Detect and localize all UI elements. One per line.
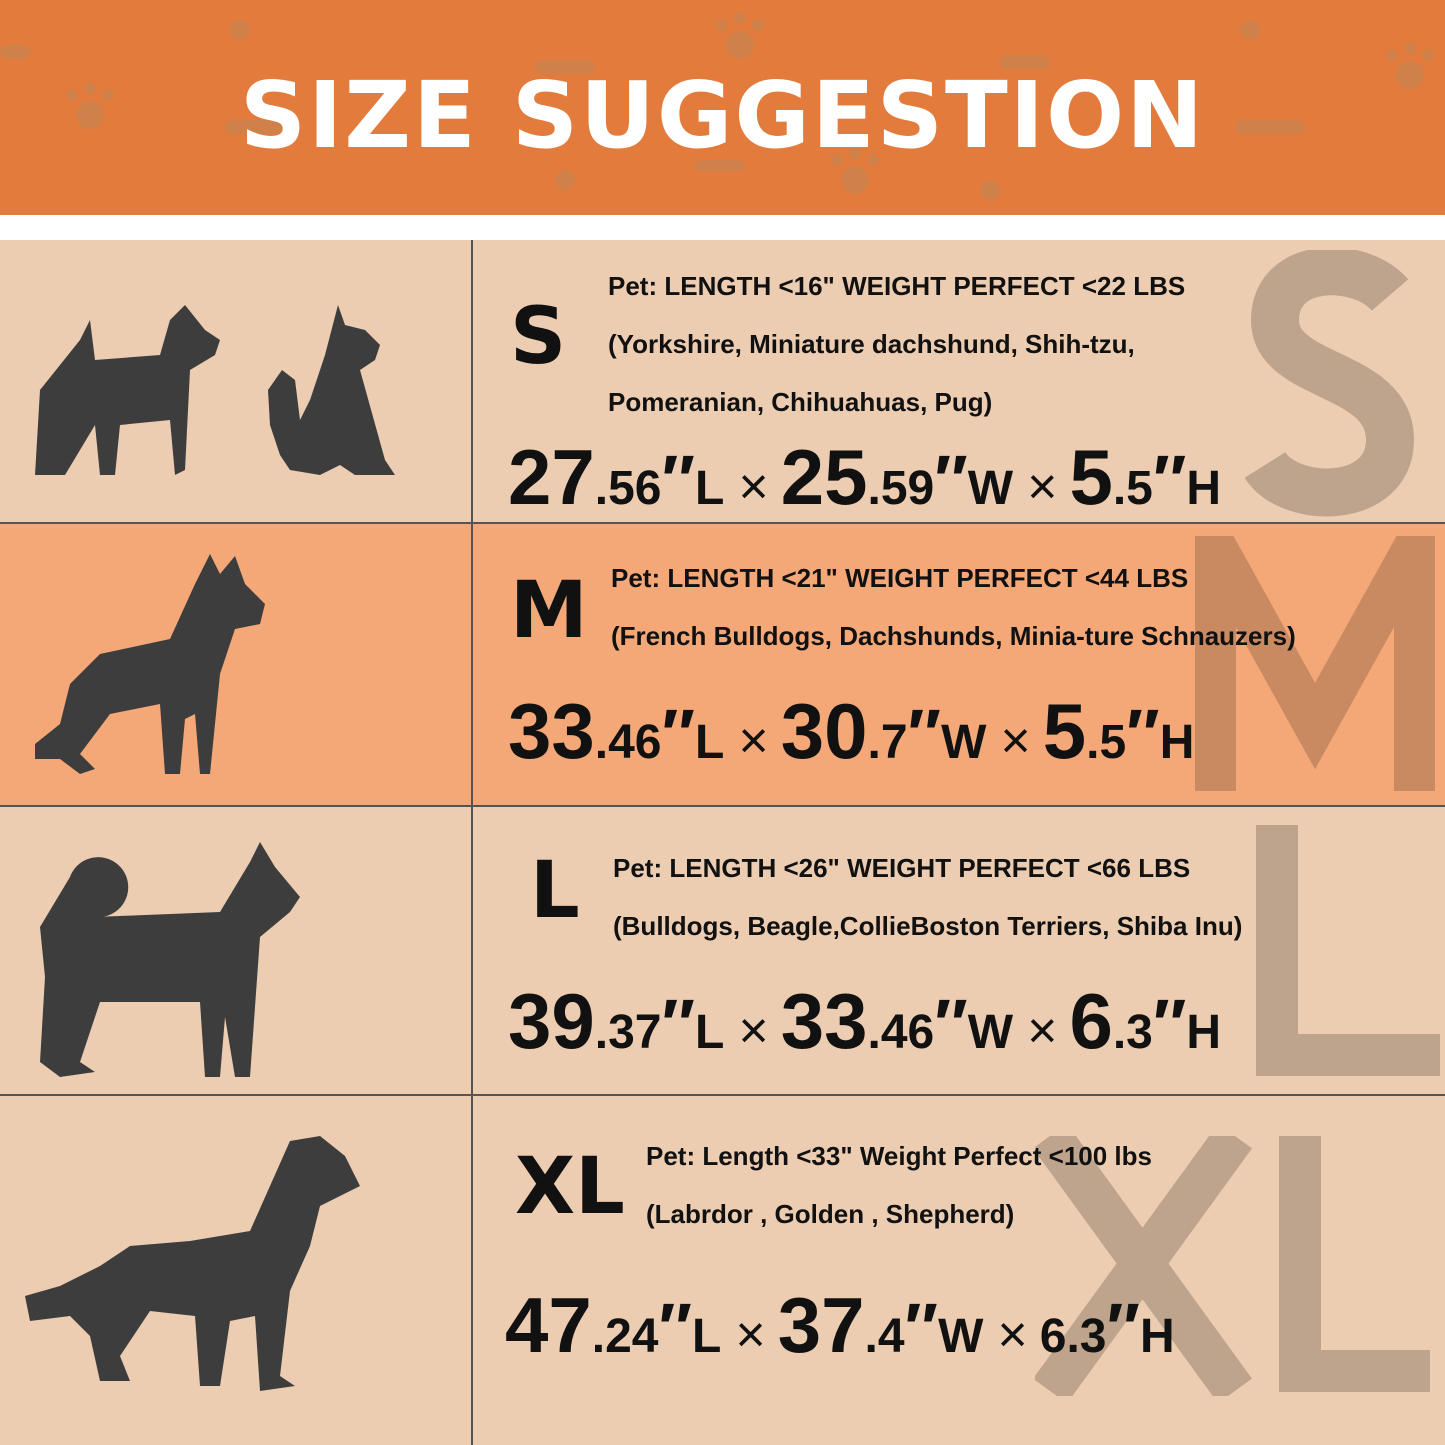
header-banner: SIZE SUGGESTION [0,0,1445,215]
inch-mark: ″ [661,441,696,519]
times-sign: × [1000,712,1031,770]
page-title: SIZE SUGGESTION [239,62,1206,169]
size-label: M [510,566,588,656]
size-watermark-l-icon [1256,825,1440,1076]
length-minor: .56 [594,462,662,515]
width-unit: W [967,1006,1014,1059]
length-major: 47 [505,1281,592,1369]
bed-dimensions: 27.56″L × 25.59″W × 5.5″H [508,438,1235,516]
inch-mark: ″ [934,985,968,1063]
size-label: XL [515,1142,625,1232]
height-major: 6.3 [1039,1310,1107,1363]
length-unit: L [695,1006,725,1059]
times-sign: × [1027,1002,1058,1060]
width-major: 37 [777,1281,865,1369]
inch-mark: ″ [661,985,696,1063]
pet-description: Pet: Length <33" Weight Perfect <100 lbs… [646,1127,1152,1243]
size-row-l: L Pet: LENGTH <26" WEIGHT PERFECT <66 LB… [0,807,1445,1096]
length-major: 39 [508,977,595,1065]
size-watermark-s-icon [1244,250,1415,517]
height-unit: H [1186,1006,1222,1059]
shiba-icon [40,842,300,1077]
inch-mark: ″ [661,695,696,773]
bed-dimensions: 47.24″L × 37.4″W × 6.3″H [505,1286,1189,1364]
description-line: Pomeranian, Chihuahuas, Pug) [608,387,993,417]
width-minor: .46 [867,1006,935,1059]
bed-dimensions: 33.46″L × 30.7″W × 5.5″H [508,692,1208,770]
width-unit: W [941,716,987,769]
width-minor: .59 [867,462,935,515]
inch-mark: ″ [1152,441,1187,519]
length-minor: .46 [594,716,662,769]
pet-description: Pet: LENGTH <21" WEIGHT PERFECT <44 LBS … [611,549,1296,665]
width-major: 30 [780,687,868,775]
description-line: Pet: Length <33" Weight Perfect <100 lbs [646,1141,1152,1171]
times-sign: × [738,458,769,516]
times-sign: × [1027,458,1058,516]
inch-mark: ″ [907,695,942,773]
size-watermark-m-icon [1195,536,1435,791]
pet-description: Pet: LENGTH <16" WEIGHT PERFECT <22 LBS … [608,257,1185,431]
width-minor: .7 [867,716,908,769]
terrier-icon [35,305,395,475]
length-unit: L [692,1310,722,1363]
length-unit: L [695,462,725,515]
height-minor: .5 [1086,716,1127,769]
times-sign: × [738,712,769,770]
width-major: 25 [780,433,868,521]
height-major: 5 [1069,433,1113,521]
pet-silhouettes [0,524,473,805]
times-sign: × [997,1306,1028,1364]
inch-mark: ″ [1152,985,1187,1063]
description-line: Pet: LENGTH <16" WEIGHT PERFECT <22 LBS [608,271,1186,301]
height-minor: .3 [1112,1006,1153,1059]
pet-description: Pet: LENGTH <26" WEIGHT PERFECT <66 LBS … [613,839,1242,955]
paw-bone-pattern-icon [0,12,1434,200]
height-unit: H [1159,716,1195,769]
size-row-s: S Pet: LENGTH <16" WEIGHT PERFECT <22 LB… [0,240,1445,524]
size-label: L [530,846,580,936]
inch-mark: ″ [658,1289,693,1367]
height-major: 6 [1069,977,1113,1065]
bulldog-icon [35,554,265,774]
description-line: (Yorkshire, Miniature dachshund, Shih-tz… [608,329,1135,359]
description-line: (French Bulldogs, Dachshunds, Minia-ture… [611,621,1296,651]
length-minor: .37 [594,1006,662,1059]
golden-retriever-icon [25,1136,360,1391]
length-minor: .24 [591,1310,659,1363]
inch-mark: ″ [1106,1289,1141,1367]
length-unit: L [695,716,725,769]
height-minor: .5 [1112,462,1153,515]
width-minor: .4 [864,1310,905,1363]
pet-silhouettes [0,240,473,522]
inch-mark: ″ [1126,695,1160,773]
width-unit: W [967,462,1014,515]
description-line: Pet: LENGTH <26" WEIGHT PERFECT <66 LBS [613,853,1191,883]
width-major: 33 [780,977,868,1065]
height-unit: H [1140,1310,1175,1363]
inch-mark: ″ [904,1289,939,1367]
description-line: Pet: LENGTH <21" WEIGHT PERFECT <44 LBS [611,563,1189,593]
inch-mark: ″ [934,441,968,519]
length-major: 27 [508,433,595,521]
size-row-xl: XL Pet: Length <33" Weight Perfect <100 … [0,1096,1445,1445]
length-major: 33 [508,687,595,775]
size-row-m: M Pet: LENGTH <21" WEIGHT PERFECT <44 LB… [0,524,1445,807]
height-unit: H [1186,462,1222,515]
height-major: 5 [1042,687,1087,775]
size-watermark-xl-icon [1035,1136,1430,1396]
pet-silhouettes [0,1096,473,1445]
description-line: (Bulldogs, Beagle,CollieBoston Terriers,… [613,911,1243,941]
bed-dimensions: 39.37″L × 33.46″W × 6.3″H [508,982,1235,1060]
times-sign: × [738,1002,769,1060]
description-line: (Labrdor , Golden , Shepherd) [646,1199,1015,1229]
times-sign: × [735,1306,766,1364]
size-label: S [510,292,567,382]
pet-silhouettes [0,807,473,1094]
width-unit: W [938,1310,984,1363]
